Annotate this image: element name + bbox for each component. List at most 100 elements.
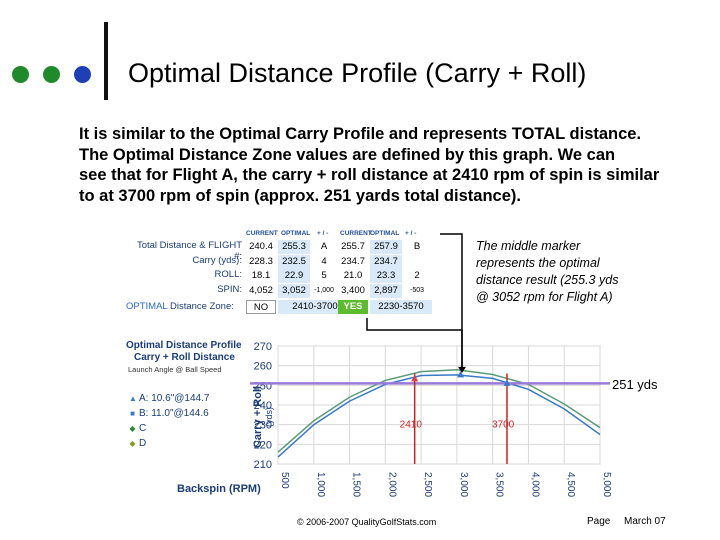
zone-range-a: 2410-3700 xyxy=(278,300,352,314)
plot-area xyxy=(277,345,601,465)
body-line-2: The Optimal Distance Zone values are def… xyxy=(79,145,616,164)
stats-cell: 234.7 xyxy=(341,255,365,267)
stats-row-label: Carry (yds): xyxy=(192,254,242,266)
chart-panel: Optimal Distance Profile Carry + Roll Di… xyxy=(126,340,276,374)
bullet-dot-2 xyxy=(43,66,60,83)
stats-row-label: Total Distance & FLIGHT #: xyxy=(136,240,242,262)
chart-title-2: Carry + Roll Distance xyxy=(134,352,235,363)
zone-range-b: 2230-3570 xyxy=(370,300,432,314)
slide-body: It is similar to the Optimal Carry Profi… xyxy=(79,124,679,206)
stats-cell: 2 xyxy=(414,270,420,281)
connector-line xyxy=(366,318,463,369)
stats-cell: 255.7 xyxy=(341,241,365,252)
bullet-dot-3 xyxy=(74,66,91,83)
legend-label: D xyxy=(139,438,147,449)
body-line-1: It is similar to the Optimal Carry Profi… xyxy=(79,125,642,143)
stats-cell: -503 xyxy=(409,286,424,294)
x-tick-label: 1,500 xyxy=(351,472,362,497)
y-axis-title: Carry + Roll xyxy=(252,385,264,449)
connector-arrow-icon xyxy=(458,366,466,373)
reference-label: 3700 xyxy=(492,420,515,431)
note-line-2: represents the optimal xyxy=(476,256,600,270)
stats-table: CURRENT OPTIMAL + / - CURRENT OPTIMAL + … xyxy=(122,226,434,318)
series-line xyxy=(277,374,601,458)
stats-cell: 5 xyxy=(321,270,327,281)
legend-label: A: 10.6"@144.7 xyxy=(139,393,210,404)
legend-item: ◆ C xyxy=(129,423,146,434)
distance-annotation: 251 yds xyxy=(612,377,658,392)
body-line-3: see that for Flight A, the carry + roll … xyxy=(79,166,660,184)
note-line-3: distance result (255.3 yds xyxy=(476,273,619,287)
footer-date: March 07 xyxy=(624,516,666,527)
stats-cell: 232.5 xyxy=(278,254,310,269)
slide-title: Optimal Distance Profile (Carry + Roll) xyxy=(128,58,587,88)
footer-copyright: © 2006-2007 QualityGolfStats.com xyxy=(297,517,437,527)
x-tick-label: 1,000 xyxy=(315,472,326,497)
note-line-1: The middle marker xyxy=(476,239,581,253)
stats-cell: 21.0 xyxy=(343,270,363,281)
zone-label-accent: OPTIMAL xyxy=(126,301,168,312)
x-tick-label: 2,000 xyxy=(386,472,397,497)
stats-cell: 4 xyxy=(321,255,327,267)
x-tick-label: 3,000 xyxy=(458,472,469,497)
y-axis-unit: (yds) xyxy=(264,407,274,427)
stats-cell: 22.9 xyxy=(278,269,310,283)
x-tick-label: 4,500 xyxy=(565,472,576,497)
marker-note: The middle marker represents the optimal… xyxy=(476,238,646,306)
header-optimal-b: OPTIMAL xyxy=(370,230,400,237)
legend-label: C xyxy=(139,423,147,434)
footer-page: Page xyxy=(587,516,611,527)
stats-cell: 234.7 xyxy=(370,254,402,269)
stats-cell: 257.9 xyxy=(370,240,402,254)
header-optimal-a: OPTIMAL xyxy=(281,230,311,237)
x-tick-label: 2,500 xyxy=(422,472,433,497)
data-marker xyxy=(503,379,511,386)
legend-label: B: 11.0"@144.6 xyxy=(139,408,209,419)
legend-marker-icon: ▲ xyxy=(129,394,137,403)
stats-row-label: ROLL: xyxy=(214,269,242,280)
x-tick-label: 5,000 xyxy=(601,472,612,497)
legend-item: ◆ D xyxy=(129,438,146,449)
stats-cell: 3,400 xyxy=(341,284,365,296)
header-delta-b: + / - xyxy=(405,230,417,237)
stats-cell: 18.1 xyxy=(251,270,271,281)
zone-label-rest: Distance Zone: xyxy=(167,301,234,312)
header-current-b: CURRENT xyxy=(340,230,372,237)
stats-cell: A xyxy=(320,241,328,252)
stats-cell: 3,052 xyxy=(278,283,310,298)
header-current-a: CURRENT xyxy=(246,230,278,237)
reference-label: 2410 xyxy=(400,420,423,431)
legend-marker-icon: ◆ xyxy=(129,439,136,448)
y-axis-label: Carry + Roll (yds) xyxy=(252,372,274,462)
stats-cell: 2,897 xyxy=(370,283,402,298)
data-marker xyxy=(457,370,465,378)
stats-cell xyxy=(404,255,430,269)
legend-item: ▲ A: 10.6"@144.7 xyxy=(129,393,209,404)
body-line-4: to at 3700 rpm of spin (approx. 251 yard… xyxy=(79,186,521,205)
note-pointer-line xyxy=(440,233,463,368)
x-tick-label: 4,000 xyxy=(529,472,540,497)
legend-item: ■ B: 11.0"@144.6 xyxy=(129,408,209,419)
data-marker xyxy=(411,374,419,382)
note-line-4: @ 3052 rpm for Flight A) xyxy=(476,290,613,304)
legend-marker-icon: ■ xyxy=(130,409,135,418)
x-tick-label: 3,500 xyxy=(494,472,505,497)
header-delta-a: + / - xyxy=(317,230,329,237)
bullet-dot-1 xyxy=(12,66,29,83)
stats-cell: B xyxy=(413,241,421,252)
chart-title-1: Optimal Distance Profile xyxy=(126,340,242,351)
title-divider xyxy=(104,22,108,100)
stats-cell: -1,000 xyxy=(314,286,334,294)
stats-cell: 228.3 xyxy=(249,255,273,267)
legend-marker-icon: ◆ xyxy=(129,424,136,433)
stats-row-label: SPIN: xyxy=(217,283,242,295)
stats-cell: 4,052 xyxy=(249,284,273,296)
zone-current-b: YES xyxy=(338,300,368,314)
chart-subtitle: Launch Angle @ Ball Speed xyxy=(128,365,222,374)
x-tick-label: 500 xyxy=(279,472,290,489)
series-line xyxy=(277,369,601,453)
stats-cell: 240.4 xyxy=(249,241,273,252)
zone-current-a: NO xyxy=(246,300,276,314)
zone-label: OPTIMAL Distance Zone: xyxy=(126,301,234,312)
stats-cell: 255.3 xyxy=(278,240,310,254)
